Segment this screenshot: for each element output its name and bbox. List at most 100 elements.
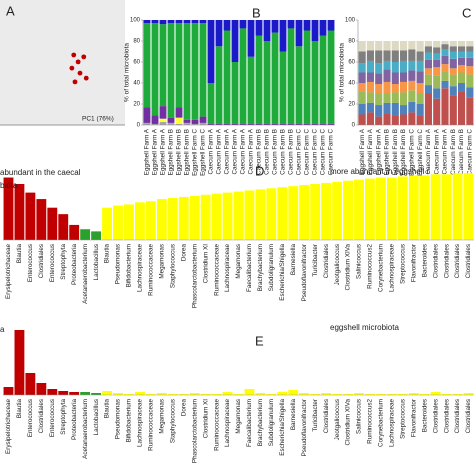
x-tick-label: Caecum Farm A — [442, 128, 449, 174]
bar-segment — [366, 81, 374, 93]
x-tick-label: Corynebacterium — [378, 244, 385, 292]
x-tick-label: Caecum Farm B — [288, 129, 295, 175]
bar-segment — [433, 59, 441, 68]
bar-segment — [458, 51, 466, 58]
x-tick-label: Clostridiales — [454, 244, 461, 278]
bar-segment — [143, 122, 151, 125]
x-tick-label: Jeotgalicoccus — [334, 399, 341, 440]
pca-background — [0, 0, 125, 125]
bar-segment — [424, 41, 432, 47]
bar — [244, 190, 255, 240]
bar-segment — [183, 23, 191, 120]
bar — [266, 188, 277, 240]
bar — [277, 392, 288, 395]
annotation: a — [0, 325, 5, 334]
x-tick-label: Enterococcus — [49, 244, 56, 282]
bar-segment — [231, 20, 239, 62]
bar-segment — [441, 71, 449, 81]
bar — [80, 229, 91, 240]
point — [72, 79, 78, 85]
bar-segment — [408, 90, 416, 102]
bar-segment — [441, 44, 449, 50]
x-tick-label: Enterococcus — [27, 399, 34, 437]
bar-segment — [449, 58, 457, 69]
bar-segment — [466, 46, 474, 52]
y-axis-label: % of total microbiota — [339, 43, 346, 102]
bar-segment — [416, 115, 424, 125]
x-tick-label: Eggshell Farm A — [144, 128, 151, 175]
bar-segment — [191, 23, 199, 120]
bar — [255, 189, 266, 240]
x-tick-label: Caecum Farm C — [320, 129, 327, 176]
x-tick-label: Clostridiales — [454, 399, 461, 433]
x-tick-label: Barnesiella — [290, 399, 297, 431]
bar — [299, 393, 310, 395]
x-tick-label: Dorea — [180, 244, 187, 262]
x-tick-label: Eggshell Farm B — [384, 129, 391, 176]
x-tick-label: Flavonifractor — [410, 244, 417, 282]
panel-letter: D — [255, 163, 264, 178]
bar-segment — [231, 123, 239, 125]
bar — [102, 391, 112, 395]
x-tick-label: Flavonifractor — [410, 399, 417, 437]
y-axis-label: % of total microbiota — [124, 43, 131, 102]
bar — [441, 174, 452, 240]
x-tick-label: Megamonas — [158, 399, 165, 434]
x-tick-label: Clostridiales — [432, 399, 439, 433]
bar — [233, 394, 244, 395]
bar-segment — [375, 73, 383, 85]
bar-segment — [271, 20, 279, 33]
bar-segment — [375, 93, 383, 106]
bar-segment — [408, 80, 416, 91]
bar-segment — [441, 55, 449, 65]
x-tick-label: Caecum Farm A — [216, 128, 223, 174]
bar-segment — [433, 47, 441, 54]
x-tick-label: Blautia — [16, 399, 23, 419]
x-tick-label: Bacteroides — [421, 244, 428, 277]
bar-segment — [458, 57, 466, 66]
x-tick-label: Caecum Farm B — [272, 129, 279, 175]
bar — [145, 394, 156, 395]
x-tick-label: Eggshell Farm B — [392, 129, 399, 176]
x-tick-label: Eggshell Farm B — [184, 129, 191, 176]
x-tick-label: Staphylococcus — [169, 244, 176, 288]
bar — [58, 214, 69, 240]
bar-segment — [358, 83, 366, 92]
bar-segment — [303, 123, 311, 125]
bar — [452, 394, 463, 395]
bar-segment — [247, 20, 255, 57]
x-tick-label: Streptococcus — [399, 399, 406, 439]
panel-letter: A — [6, 3, 15, 18]
bar — [343, 394, 353, 395]
bar-segment — [199, 20, 207, 24]
x-tick-label: Staphylococcus — [169, 399, 176, 443]
bar — [3, 387, 14, 395]
bar-segment — [416, 60, 424, 72]
x-tick-label: Proteobacteria — [71, 399, 78, 440]
bar-segment — [458, 83, 466, 92]
bar-segment — [287, 123, 295, 125]
bar-segment — [175, 23, 183, 108]
bar-segment — [303, 20, 311, 31]
bar-segment — [441, 49, 449, 56]
bar-segment — [441, 41, 449, 45]
bar-segment — [159, 121, 167, 125]
annotation: biota — [0, 181, 18, 190]
bar-segment — [319, 123, 327, 125]
bar-segment — [400, 41, 408, 51]
bar-segment — [416, 93, 424, 104]
bar — [354, 179, 364, 240]
bar-segment — [449, 46, 457, 52]
x-tick-label: Eggshell Farm C — [417, 129, 424, 176]
bar-segment — [400, 50, 408, 61]
bar-segment — [366, 41, 374, 51]
bar — [80, 392, 91, 395]
x-tick-label: Blautia — [104, 244, 111, 264]
bar-segment — [175, 20, 183, 24]
bar — [310, 184, 321, 240]
bar — [332, 181, 343, 240]
bar-segment — [183, 20, 191, 24]
bar-segment — [358, 72, 366, 83]
x-tick-label: Brachybacterium — [257, 399, 264, 446]
bar-segment — [458, 65, 466, 73]
